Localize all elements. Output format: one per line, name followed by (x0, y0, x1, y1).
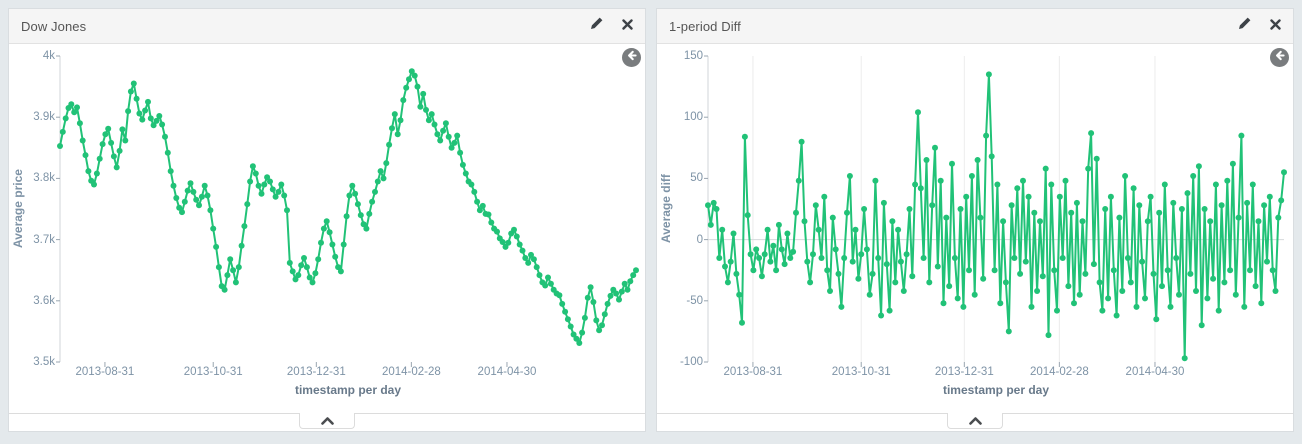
panel-1-period-diff: 1-period Diff Average diff 150 100 50 0 -50 -… (656, 8, 1294, 432)
y-tick-label: 3.6k (33, 294, 55, 307)
pencil-icon (590, 17, 603, 35)
expand-button[interactable] (947, 413, 1003, 429)
panel-footer (657, 413, 1293, 431)
diff-plot-area[interactable] (704, 55, 1287, 367)
x-tick-label: 2013-10-31 (183, 366, 243, 378)
x-tick-label: 2013-12-31 (286, 366, 346, 378)
y-tick-label: 150 (683, 50, 703, 62)
price-chart: Average price 4k 3.9k 3.8k 3.7k 3.6k 3.5k 201… (9, 44, 645, 413)
panel-header: 1-period Diff (657, 9, 1293, 44)
x-axis-ticks: 2013-08-31 2013-10-31 2013-12-31 2014-02-28… (60, 362, 636, 380)
x-tick-label: 2014-04-30 (1125, 366, 1185, 378)
x-axis-title: timestamp per day (294, 383, 402, 397)
pencil-icon (1238, 17, 1251, 35)
y-axis-title: Average price (11, 169, 25, 249)
y-tick-label: 100 (683, 111, 703, 124)
x-tick-label: 2013-12-31 (934, 366, 994, 378)
header-tools (1238, 17, 1281, 35)
chart-panel-body: Average price 4k 3.9k 3.8k 3.7k 3.6k 3.5k 201… (9, 44, 645, 413)
chart-panel-body: Average diff 150 100 50 0 -50 -100 2013-08-31… (657, 44, 1293, 413)
y-tick-label: 50 (690, 172, 703, 185)
y-axis-title: Average diff (659, 174, 673, 244)
y-tick-label: 3.5k (33, 356, 55, 368)
arrow-left-icon (1273, 49, 1286, 67)
panel-dow-jones: Dow Jones Average price 4k 3.9k 3.8k 3.7k 3.… (8, 8, 646, 432)
diff-chart: Average diff 150 100 50 0 -50 -100 2013-08-31… (657, 44, 1293, 413)
expand-button[interactable] (299, 413, 355, 429)
header-tools (590, 17, 633, 35)
y-tick-label: 4k (42, 50, 55, 62)
x-tick-label: 2014-04-30 (477, 366, 537, 378)
panel-title: 1-period Diff (669, 18, 741, 34)
y-tick-label: 3.8k (33, 172, 55, 185)
back-button[interactable] (622, 48, 641, 67)
panel-header: Dow Jones (9, 9, 645, 44)
chevron-up-icon (320, 412, 334, 430)
close-icon (1270, 17, 1281, 35)
panel-title: Dow Jones (21, 18, 87, 34)
y-tick-label: -100 (679, 356, 703, 368)
x-tick-label: 2013-08-31 (75, 366, 135, 378)
x-axis-title: timestamp per day (942, 383, 1050, 397)
x-tick-label: 2014-02-28 (1029, 366, 1089, 378)
y-tick-label: -50 (686, 294, 703, 307)
x-tick-label: 2013-10-31 (831, 366, 891, 378)
arrow-left-icon (625, 49, 638, 67)
x-tick-label: 2013-08-31 (723, 366, 783, 378)
y-axis-ticks: 150 100 50 0 -50 -100 (675, 50, 708, 368)
y-tick-label: 3.9k (33, 111, 55, 124)
close-icon (622, 17, 633, 35)
y-tick-label: 3.7k (33, 233, 55, 246)
chevron-up-icon (968, 412, 982, 430)
y-tick-label: 0 (696, 233, 703, 246)
edit-button[interactable] (1238, 17, 1251, 35)
back-button[interactable] (1270, 48, 1289, 67)
edit-button[interactable] (590, 17, 603, 35)
price-plot-area[interactable] (56, 55, 639, 367)
panel-footer (9, 413, 645, 431)
x-axis-ticks: 2013-08-31 2013-10-31 2013-12-31 2014-02-28… (708, 362, 1284, 380)
close-button[interactable] (1270, 17, 1281, 35)
close-button[interactable] (622, 17, 633, 35)
x-tick-label: 2014-02-28 (381, 366, 441, 378)
y-axis-ticks: 4k 3.9k 3.8k 3.7k 3.6k 3.5k (27, 50, 60, 368)
